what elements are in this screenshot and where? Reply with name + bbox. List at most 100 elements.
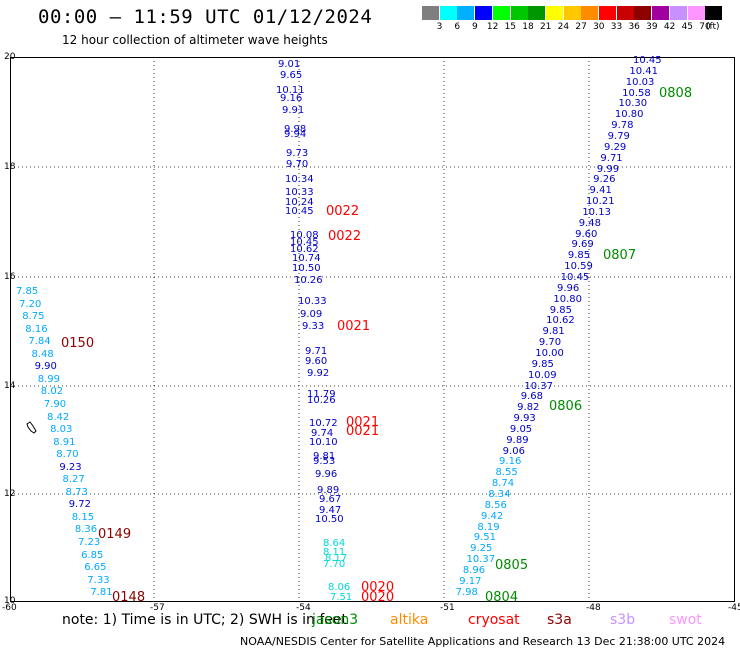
rev-label: 0022: [328, 229, 362, 244]
legend-swatch: [528, 6, 546, 20]
track-value: 8.73: [65, 486, 88, 498]
satellite-legend-item: jason3: [312, 612, 359, 628]
legend-level-label: 45: [681, 22, 694, 32]
track-value: 9.67: [319, 494, 342, 505]
track-value: 10.37: [466, 554, 496, 566]
legend-swatch: [669, 6, 687, 20]
rev-label: 0805: [495, 558, 529, 573]
track-value: 7.23: [78, 537, 101, 548]
legend-swatch: [634, 6, 652, 20]
legend-level-label: 36: [628, 22, 640, 32]
satellite-legend-item: altika: [390, 612, 429, 628]
track-value: 8.75: [22, 311, 45, 323]
legend-swatch: [439, 6, 457, 20]
track-value: 9.68: [520, 391, 544, 403]
track-value: 9.48: [578, 217, 601, 229]
track-value: 9.01: [278, 59, 301, 70]
track-value: 10.50: [292, 263, 321, 274]
track-value: 8.96: [462, 564, 486, 576]
legend-level-label: 42: [663, 22, 676, 32]
rev-label: 0020: [361, 590, 395, 605]
track-value: 8.16: [25, 323, 48, 335]
track-value: 7.84: [28, 336, 51, 348]
legend-swatch: [616, 6, 634, 20]
legend-level-label: 12: [486, 22, 499, 32]
track-value: 10.50: [315, 514, 344, 525]
legend-swatch: [705, 6, 723, 20]
x-axis-label: -45: [728, 603, 740, 613]
x-axis-label: -51: [440, 603, 455, 613]
track-value: 9.81: [542, 326, 565, 338]
legend-swatch: [687, 6, 705, 20]
track-value: 7.81: [90, 587, 113, 599]
track-value: 10.26: [294, 275, 323, 286]
track-value: 10.08: [290, 230, 319, 241]
y-axis-label: 18: [4, 162, 16, 172]
track-value: 9.69: [571, 239, 594, 251]
rev-label: 0806: [549, 399, 583, 414]
track-value: 9.51: [473, 532, 496, 544]
track-value: 9.53: [313, 456, 336, 467]
track-value: 9.85: [531, 358, 554, 370]
track-value: 9.85: [567, 250, 591, 262]
track-value: 8.70: [56, 449, 79, 461]
track-value: 8.34: [488, 489, 511, 500]
legend-level-label: 6: [454, 22, 461, 32]
track-value: 10.45: [560, 272, 590, 283]
track-value: 10.09: [528, 369, 557, 381]
track-value: 11.79: [307, 389, 336, 400]
rev-label: 0150: [61, 336, 95, 351]
track-value: 9.71: [600, 152, 623, 164]
track-value: 9.09: [300, 309, 323, 320]
rev-label: 0804: [485, 590, 519, 605]
y-axis-label: 14: [4, 381, 16, 391]
island-outline: [26, 421, 37, 434]
track-value: 9.72: [68, 499, 91, 511]
track-value: 8.11: [323, 547, 346, 558]
track-value: 9.16: [280, 93, 303, 104]
rev-label: 0808: [659, 86, 693, 101]
track-value: 10.45: [285, 206, 314, 217]
track-value: 10.11: [276, 85, 305, 96]
map-title: 00:00 – 11:59 UTC 01/12/2024: [38, 6, 373, 28]
track-value: 10.58: [622, 87, 651, 99]
track-value: 9.17: [459, 575, 482, 587]
legend-level-label: 24: [557, 22, 570, 32]
track-value: 7.33: [87, 574, 110, 586]
legend-unit: (ft): [706, 22, 720, 32]
legend-level-label: 21: [539, 22, 552, 32]
x-axis-label: -57: [150, 603, 165, 613]
track-value: 9.93: [513, 413, 536, 425]
track-value: 9.89: [317, 485, 340, 496]
track-value: 9.90: [34, 361, 57, 373]
y-axis-label: 10: [4, 596, 16, 606]
track-value: 10.62: [290, 244, 319, 255]
legend-swatch: [545, 6, 563, 20]
track-value: 9.89: [506, 434, 529, 446]
legend-level-label: 15: [504, 22, 517, 32]
track-value: 9.91: [282, 105, 305, 116]
rev-label: 0149: [98, 527, 132, 542]
track-value: 10.33: [285, 187, 314, 198]
legend-level-label: 27: [575, 22, 587, 32]
track-value: 8.99: [37, 373, 60, 385]
track-value: 10.10: [309, 437, 338, 448]
track-value: 9.29: [604, 141, 627, 153]
track-value: 10.34: [285, 174, 314, 185]
track-value: 10.37: [524, 380, 554, 392]
track-value: 10.80: [553, 293, 582, 305]
track-value: 8.03: [50, 424, 73, 436]
track-value: 6.65: [84, 562, 107, 574]
track-value: 9.70: [286, 159, 309, 170]
track-value: 6.85: [81, 549, 104, 561]
track-value: 8.27: [62, 474, 85, 486]
satellite-legend-item: cryosat: [468, 612, 520, 628]
y-axis-label: 20: [4, 52, 16, 62]
footer-credit: NOAA/NESDIS Center for Satellite Applica…: [240, 635, 726, 648]
legend-level-label: 70: [699, 22, 711, 32]
y-axis-label: 16: [4, 272, 16, 282]
track-value: 9.47: [319, 505, 342, 516]
track-value: 10.41: [629, 65, 659, 77]
track-value: 9.98: [284, 124, 307, 135]
track-value: 8.74: [491, 478, 515, 490]
